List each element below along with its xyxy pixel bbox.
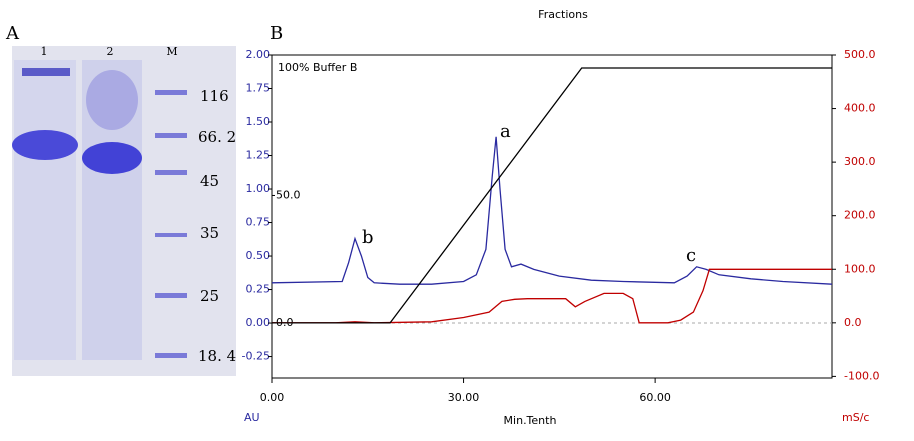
y2-axis-label: mS/c (842, 411, 869, 424)
y3-tick-label: 50.0 (276, 188, 301, 201)
chart-title: Fractions (538, 8, 588, 21)
lane-label: 1 (41, 45, 48, 58)
band (82, 142, 142, 174)
y-tick-label: 1.75 (246, 82, 271, 95)
y2-tick-label: 0.0 (844, 316, 862, 329)
panel-label: A (5, 23, 20, 44)
x-tick-label: 30.00 (448, 391, 480, 404)
band (22, 68, 70, 76)
x-tick-label: 0.00 (260, 391, 285, 404)
y2-tick-label: 500.0 (844, 48, 876, 61)
y-tick-label: 0.25 (246, 283, 271, 296)
marker-label: 35 (200, 224, 219, 242)
series-line (272, 268, 832, 324)
y3-axis-label: 100% Buffer B (278, 61, 357, 74)
y2-tick-label: 300.0 (844, 155, 876, 168)
x-axis-label: Min.Tenth (504, 414, 557, 427)
panel-label: B (270, 23, 283, 44)
y-tick-label: 0.50 (246, 249, 271, 262)
y2-tick-label: 100.0 (844, 262, 876, 275)
lane-label: 2 (107, 45, 114, 58)
smear (86, 70, 138, 130)
band (12, 130, 78, 160)
annotation: a (500, 121, 511, 142)
y-tick-label: 0.75 (246, 216, 271, 229)
marker-label: 25 (200, 287, 219, 305)
annotation: c (686, 245, 696, 266)
marker-label: 18. 4 (198, 347, 236, 365)
x-tick-label: 60.00 (639, 391, 671, 404)
y2-tick-label: 400.0 (844, 102, 876, 115)
y-tick-label: 2.00 (246, 48, 271, 61)
marker-label: 116 (200, 87, 229, 105)
marker-bands (155, 90, 187, 358)
series-line (271, 136, 833, 285)
y2-tick-label: 200.0 (844, 209, 876, 222)
annotation: b (362, 227, 374, 248)
series-line (272, 67, 832, 324)
y-tick-label: -0.25 (242, 350, 270, 363)
y-tick-label: 0.00 (246, 316, 271, 329)
y-tick-label: 1.00 (246, 182, 271, 195)
y2-tick-label: -100.0 (844, 369, 879, 382)
plot-frame (271, 54, 833, 379)
marker-label: 66. 2 (198, 128, 236, 146)
y-tick-label: 1.25 (246, 149, 271, 162)
lane-label: M (166, 45, 177, 58)
y-tick-label: 1.50 (246, 115, 271, 128)
y-axis-label: AU (244, 411, 260, 424)
marker-label: 45 (200, 172, 219, 190)
lane (14, 60, 76, 360)
